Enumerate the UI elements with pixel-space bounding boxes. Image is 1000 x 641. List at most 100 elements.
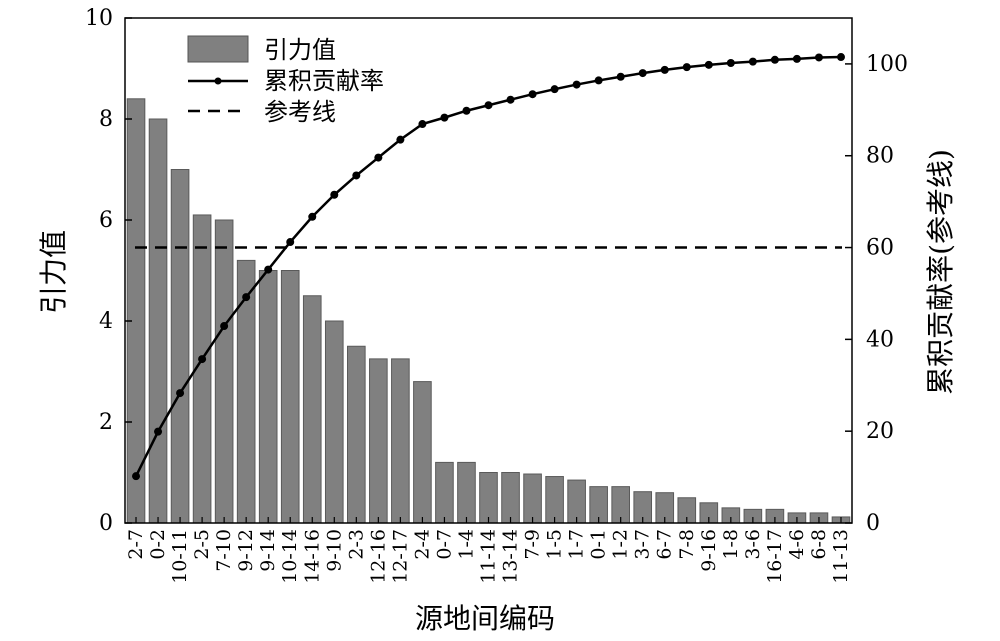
line-point-7-8 xyxy=(682,63,691,72)
y2-tick-label-80: 80 xyxy=(866,144,894,169)
x-tick-label-9-12: 9-12 xyxy=(235,529,257,572)
bar-12-16 xyxy=(369,358,388,524)
y-tick-label-0: 0 xyxy=(99,511,113,536)
x-tick-label-2-4: 2-4 xyxy=(411,529,433,560)
line-point-1-5 xyxy=(550,85,559,94)
y2-tick-label-60: 60 xyxy=(866,236,894,261)
line-point-10-14 xyxy=(286,238,295,247)
x-axis-title: 源地间编码 xyxy=(415,602,555,635)
x-tick-label-10-11: 10-11 xyxy=(169,529,191,584)
plot-frame xyxy=(124,17,853,524)
bar-1-7 xyxy=(567,479,586,524)
line-point-13-14 xyxy=(506,95,515,104)
legend-bar-swatch xyxy=(187,35,249,63)
line-point-6-7 xyxy=(660,65,669,74)
x-tick-label-6-7: 6-7 xyxy=(654,529,676,560)
bar-9-14 xyxy=(258,270,278,524)
bar-2-3 xyxy=(347,345,366,524)
x-tick-label-7-10: 7-10 xyxy=(213,529,235,572)
x-tick-label-1-2: 1-2 xyxy=(610,529,632,560)
x-tick-label-1-5: 1-5 xyxy=(544,529,566,560)
y-tick-label-2: 2 xyxy=(99,410,113,435)
line-point-7-9 xyxy=(528,90,537,99)
line-point-10-11 xyxy=(176,389,185,398)
bar-2-7 xyxy=(126,98,146,524)
line-point-9-12 xyxy=(242,293,251,302)
line-point-12-16 xyxy=(374,153,383,162)
line-point-9-16 xyxy=(704,60,713,69)
x-tick-label-11-14: 11-14 xyxy=(478,529,500,584)
x-tick-label-10-14: 10-14 xyxy=(279,529,301,584)
bar-13-14 xyxy=(501,472,520,524)
x-tick-label-1-4: 1-4 xyxy=(455,529,477,560)
x-tick-label-0-7: 0-7 xyxy=(433,529,455,560)
x-tick-label-7-9: 7-9 xyxy=(522,529,544,560)
x-tick-label-16-17: 16-17 xyxy=(764,529,786,584)
y-tick-label-8: 8 xyxy=(99,107,113,132)
line-point-0-2 xyxy=(154,427,163,436)
bar-0-7 xyxy=(435,461,454,524)
bar-0-2 xyxy=(148,118,168,524)
y2-tick-label-100: 100 xyxy=(866,52,908,77)
x-tick-label-2-7: 2-7 xyxy=(125,529,147,560)
bar-7-9 xyxy=(523,473,542,524)
y-tick-label-10: 10 xyxy=(85,6,113,31)
line-point-9-10 xyxy=(330,190,339,199)
bar-2-4 xyxy=(413,381,432,524)
x-tick-label-3-6: 3-6 xyxy=(742,529,764,560)
line-point-4-6 xyxy=(792,54,801,63)
y2-tick-label-40: 40 xyxy=(866,327,894,352)
line-point-6-8 xyxy=(814,53,823,62)
x-tick-label-4-6: 4-6 xyxy=(786,529,808,560)
line-point-0-7 xyxy=(440,113,449,122)
x-tick-label-3-7: 3-7 xyxy=(632,529,654,560)
x-tick-label-6-8: 6-8 xyxy=(808,529,830,560)
bar-10-14 xyxy=(280,270,300,524)
line-point-1-2 xyxy=(616,72,625,81)
y2-axis-title: 累积贡献率(参考线) xyxy=(924,149,957,395)
bar-9-10 xyxy=(324,320,344,524)
line-point-9-14 xyxy=(264,265,273,274)
legend-line-label: 累积贡献率 xyxy=(264,67,384,95)
x-tick-label-11-13: 11-13 xyxy=(830,529,852,584)
line-point-2-3 xyxy=(352,171,361,180)
bar-10-11 xyxy=(170,169,190,524)
line-point-2-7 xyxy=(132,472,141,481)
x-tick-label-12-17: 12-17 xyxy=(389,529,411,584)
y-tick-label-6: 6 xyxy=(99,208,113,233)
legend: 引力值 累积贡献率 参考线 xyxy=(187,35,384,126)
x-tick-label-7-8: 7-8 xyxy=(676,529,698,560)
line-point-12-17 xyxy=(396,135,405,144)
line-point-11-13 xyxy=(836,53,845,62)
x-tick-label-0-1: 0-1 xyxy=(588,529,610,560)
line-point-0-1 xyxy=(594,76,603,85)
line-point-11-14 xyxy=(484,101,493,110)
y-axis-title: 引力值 xyxy=(37,230,70,314)
x-tick-label-9-16: 9-16 xyxy=(698,529,720,572)
legend-ref-label: 参考线 xyxy=(264,98,336,126)
x-tick-label-1-7: 1-7 xyxy=(566,529,588,560)
line-point-2-4 xyxy=(418,120,427,129)
bar-12-17 xyxy=(391,358,410,524)
x-tick-label-14-16: 14-16 xyxy=(301,529,323,584)
line-point-1-8 xyxy=(726,58,735,67)
x-tick-label-9-14: 9-14 xyxy=(257,529,279,572)
x-tick-label-12-16: 12-16 xyxy=(367,529,389,584)
x-tick-label-2-5: 2-5 xyxy=(191,529,213,560)
line-point-1-7 xyxy=(572,80,581,89)
bar-11-14 xyxy=(479,472,498,524)
x-tick-label-13-14: 13-14 xyxy=(500,529,522,584)
line-point-3-7 xyxy=(638,69,647,78)
bar-14-16 xyxy=(302,295,322,524)
line-point-2-5 xyxy=(198,355,207,364)
x-tick-label-9-10: 9-10 xyxy=(323,529,345,572)
bar-7-10 xyxy=(214,219,234,524)
y-tick-label-4: 4 xyxy=(99,309,113,334)
x-tick-label-2-3: 2-3 xyxy=(345,529,367,560)
bar-1-5 xyxy=(545,476,564,524)
legend-line-marker xyxy=(214,77,222,85)
line-point-3-6 xyxy=(748,57,757,66)
